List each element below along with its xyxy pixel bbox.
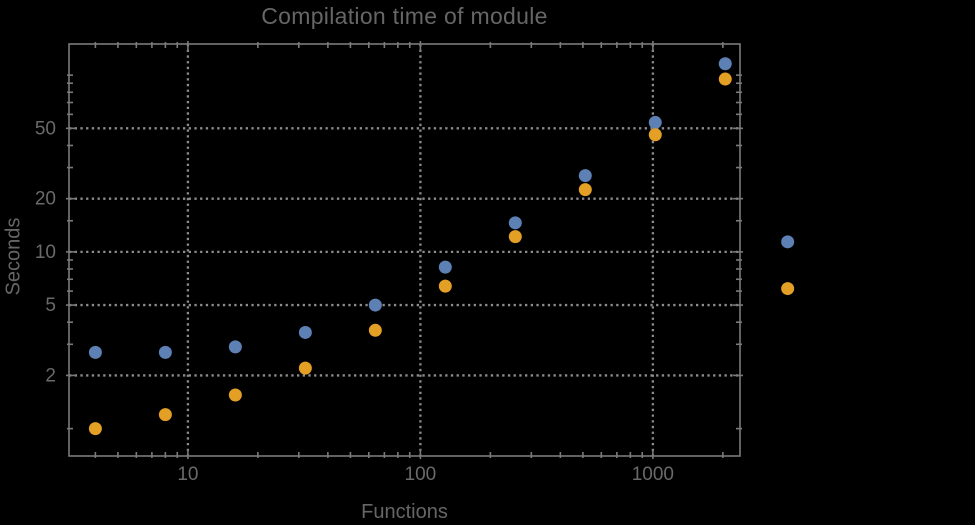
data-point-series-1-blue	[368, 298, 382, 312]
data-point-series-1-blue	[228, 340, 242, 354]
y-tick-label: 2	[45, 365, 56, 386]
data-point-series-2-orange	[648, 128, 662, 142]
data-point-series-2-orange	[578, 183, 592, 197]
y-tick-label: 50	[35, 118, 56, 139]
x-axis-title: Functions	[361, 501, 448, 523]
data-point-series-2-orange	[158, 408, 172, 422]
data-point-series-1-blue	[88, 345, 102, 359]
data-point-series-2-orange	[298, 361, 312, 375]
data-point-series-2-orange	[368, 323, 382, 337]
data-point-series-2-orange	[228, 388, 242, 402]
data-point-series-2-orange	[508, 230, 522, 244]
data-point-series-1-blue	[578, 169, 592, 183]
data-point-series-2-orange	[718, 72, 732, 86]
data-point-series-1-blue	[438, 260, 452, 274]
data-point-series-1-blue	[648, 115, 662, 129]
y-tick-label: 20	[35, 189, 56, 210]
plot-frame	[68, 43, 741, 457]
data-point-series-1-blue	[508, 216, 522, 230]
data-point-series-2-orange	[781, 282, 795, 296]
data-point-series-1-blue	[781, 235, 795, 249]
y-tick-label: 5	[45, 295, 56, 316]
data-point-series-2-orange	[88, 422, 102, 436]
data-point-series-1-blue	[298, 325, 312, 339]
data-point-series-1-blue	[158, 345, 172, 359]
x-tick-label: 100	[405, 464, 437, 485]
data-point-series-1-blue	[718, 57, 732, 71]
chart-title: Compilation time of module	[261, 3, 548, 29]
data-point-series-2-orange	[438, 279, 452, 293]
y-tick-label: 10	[35, 242, 56, 263]
x-tick-label: 1000	[632, 464, 674, 485]
x-tick-label: 10	[177, 464, 198, 485]
